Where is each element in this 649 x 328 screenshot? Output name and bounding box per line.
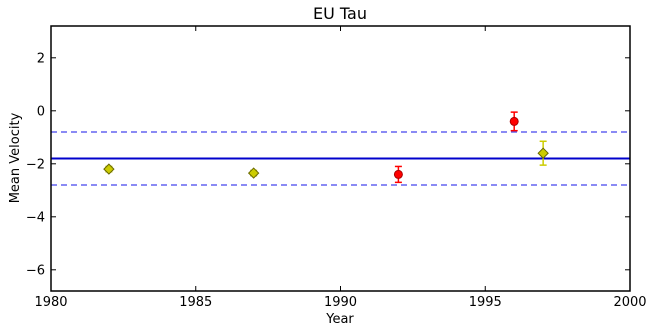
y-ticks: −6 −4 −2 0 2 — [26, 51, 630, 278]
y-tick-label: −2 — [26, 157, 45, 172]
data-point-diamond — [247, 167, 260, 179]
y-axis-label: Mean Velocity — [8, 112, 23, 203]
x-ticks: 1980 1985 1990 1995 2000 — [34, 26, 647, 310]
data-point-circle — [393, 169, 403, 179]
x-tick-label: 1980 — [34, 295, 67, 310]
plot-frame — [50, 25, 631, 292]
y-tick-label: −4 — [26, 210, 45, 225]
chart-title: EU Tau — [313, 4, 367, 23]
y-tick-label: 0 — [37, 104, 45, 119]
x-axis-label: Year — [325, 312, 354, 327]
x-tick-label: 1985 — [179, 295, 212, 310]
data-point-circle — [509, 116, 519, 126]
x-tick-label: 1990 — [324, 295, 357, 310]
data-point-diamond — [103, 163, 115, 175]
y-tick-label: −6 — [26, 263, 45, 278]
x-tick-label: 2000 — [613, 295, 646, 310]
y-tick-label: 2 — [37, 51, 45, 66]
data-point-diamond — [537, 147, 549, 159]
x-tick-label: 1995 — [469, 295, 502, 310]
marks — [51, 111, 630, 186]
